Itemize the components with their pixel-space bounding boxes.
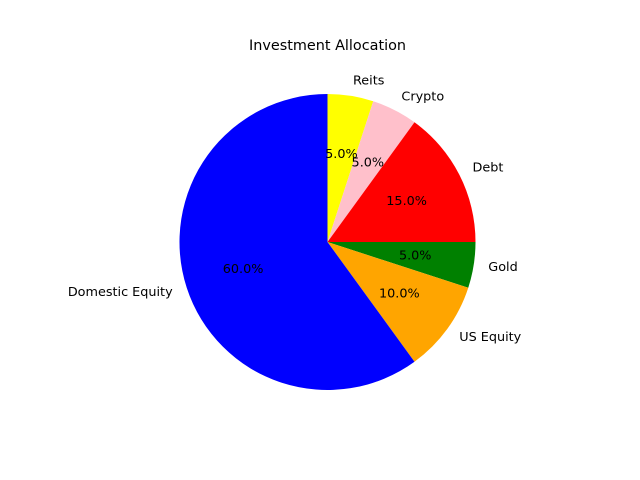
pie-slice-reits bbox=[327, 93, 374, 242]
slice-label-crypto: Crypto bbox=[401, 89, 444, 104]
pie-slice-domestic-equity bbox=[179, 94, 415, 390]
pie-slice-us-equity bbox=[327, 242, 469, 362]
pct-label-reits: 5.0% bbox=[325, 147, 358, 162]
pct-label-us-equity: 10.0% bbox=[379, 287, 420, 302]
slice-label-reits: Reits bbox=[353, 74, 385, 89]
pie-slice-debt bbox=[327, 122, 476, 242]
chart-title: Investment Allocation bbox=[249, 38, 406, 54]
slice-label-gold: Gold bbox=[488, 260, 517, 275]
slice-label-us-equity: US Equity bbox=[459, 330, 521, 345]
pct-label-gold: 5.0% bbox=[399, 248, 432, 263]
pct-label-crypto: 5.0% bbox=[352, 155, 385, 170]
slice-label-debt: Debt bbox=[473, 161, 504, 176]
pie-slices bbox=[179, 93, 476, 390]
pct-label-domestic-equity: 60.0% bbox=[223, 262, 264, 277]
pct-label-debt: 15.0% bbox=[386, 194, 427, 209]
pie-slice-gold bbox=[327, 242, 476, 288]
pie-labels: Reits 5.0% Crypto 5.0% Debt 15.0% Gold 5.0% US E… bbox=[68, 74, 522, 345]
pie-slice-crypto bbox=[327, 101, 415, 243]
slice-label-domestic-equity: Domestic Equity bbox=[68, 285, 173, 300]
